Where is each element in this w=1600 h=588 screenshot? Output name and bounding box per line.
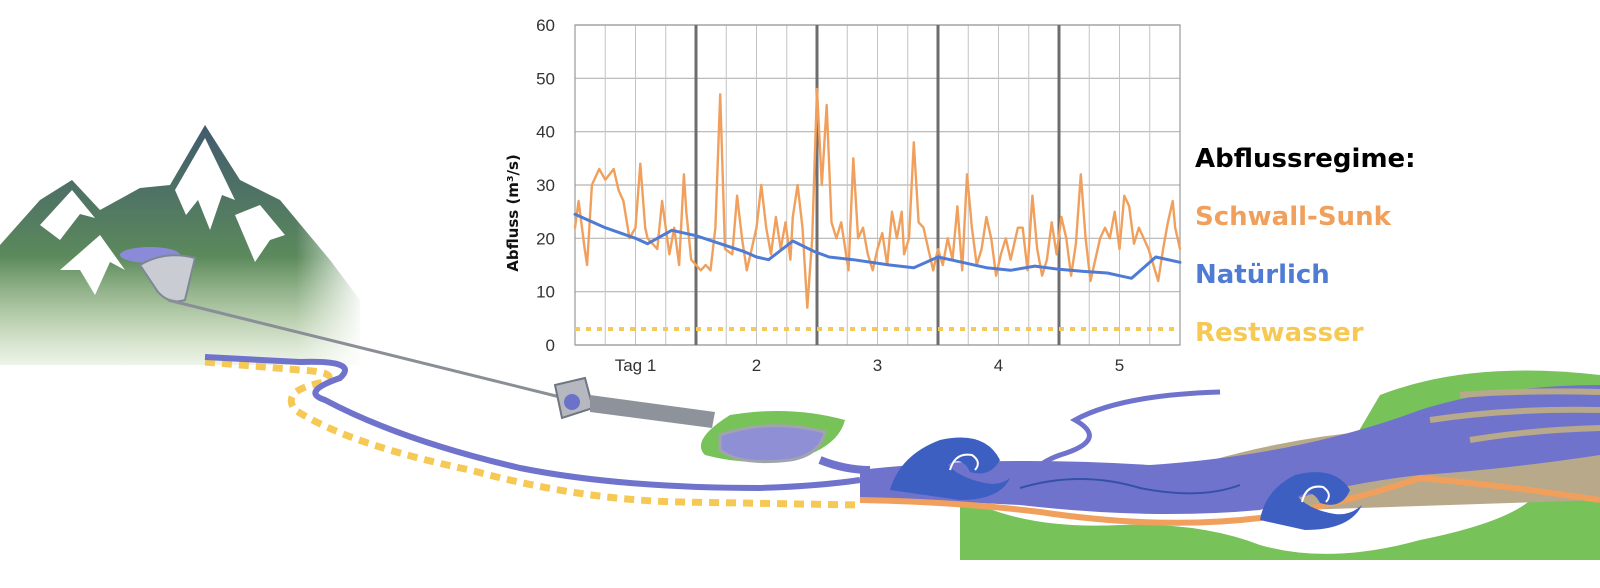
surge-wave-1 (890, 437, 1010, 500)
legend-item-restwasser: Restwasser (1195, 318, 1364, 348)
series-line-schwall-sunk (573, 87, 1182, 309)
surge-wave-2 (1260, 472, 1362, 530)
legend-title: Abflussregime: (1195, 144, 1416, 174)
river-course (204, 354, 861, 492)
legend-item-schwall-sunk: Schwall-Sunk (1195, 202, 1391, 232)
y-tick-label: 0 (546, 336, 555, 355)
y-tick-label: 10 (536, 283, 555, 302)
mountain-range (0, 125, 360, 370)
powerhouse (553, 376, 715, 428)
x-tick-label: Tag 1 (615, 356, 657, 375)
x-tick-label: 2 (752, 356, 761, 375)
y-tick-label: 30 (536, 176, 555, 195)
y-tick-label: 40 (536, 123, 555, 142)
y-tick-label: 50 (536, 69, 555, 88)
x-tick-label: 4 (994, 356, 1003, 375)
day-boundaries (694, 25, 1061, 345)
y-tick-label: 20 (536, 229, 555, 248)
y-tick-label: 60 (536, 16, 555, 35)
chart-series (573, 87, 1182, 331)
legend-item-natuerlich: Natürlich (1195, 260, 1330, 290)
river-tributary (1028, 389, 1221, 477)
series-line-natuerlich (573, 212, 1182, 280)
penstock-pipe (167, 298, 561, 399)
x-axis-ticks: Tag 1 2 3 4 5 (615, 356, 1125, 375)
plot-frame (574, 24, 1181, 346)
legend: Abflussregime: Schwall-Sunk Natürlich Re… (1195, 130, 1416, 362)
y-axis-label: Abfluss (m³/s) (504, 154, 522, 272)
chart-grid (574, 24, 1181, 346)
y-axis-ticks: 0 10 20 30 40 50 60 (536, 16, 555, 355)
residual-water-course (204, 358, 861, 509)
reservoir-dam (120, 247, 197, 303)
x-tick-label: 3 (873, 356, 882, 375)
x-tick-label: 5 (1115, 356, 1124, 375)
retention-basin (700, 411, 845, 464)
